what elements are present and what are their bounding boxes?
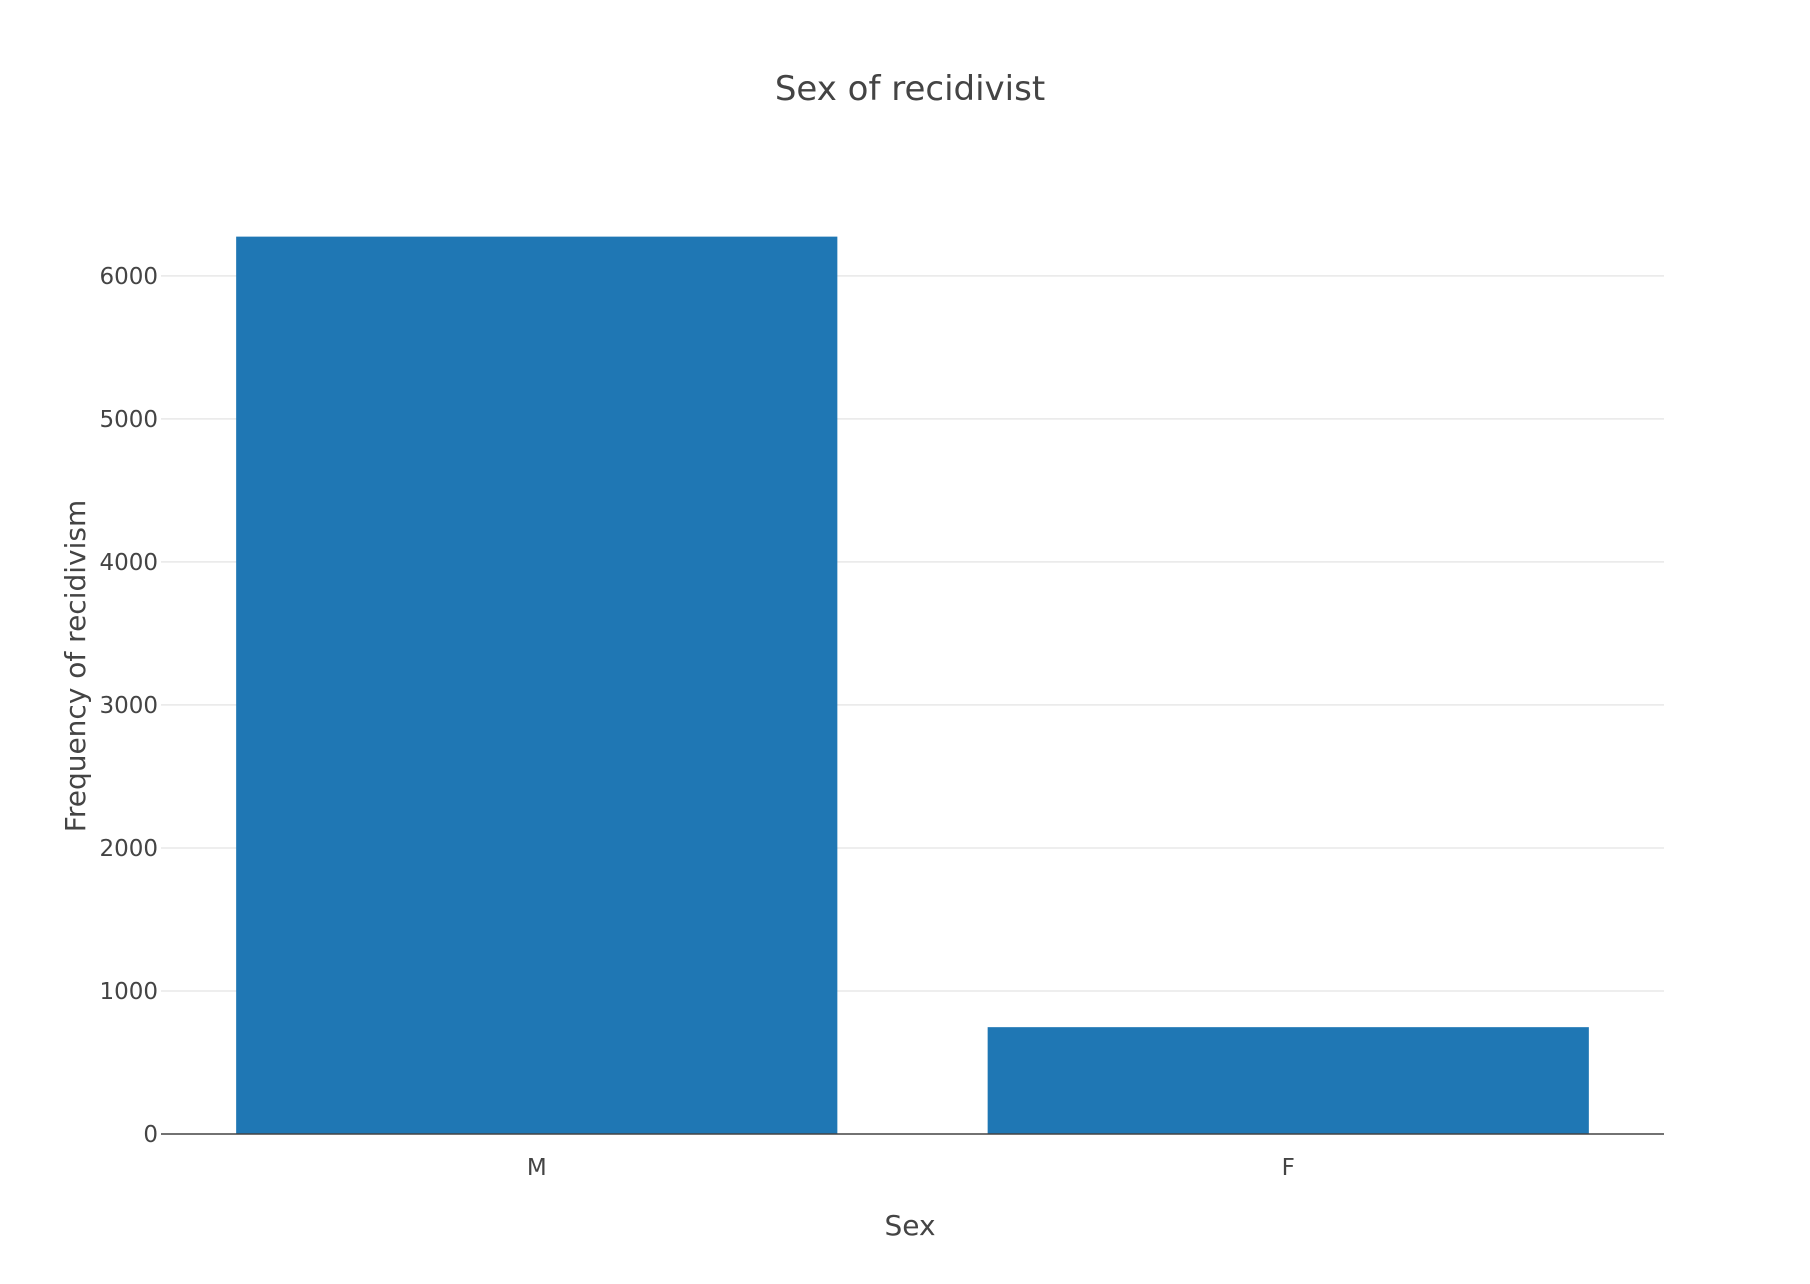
y-axis-title: Frequency of recidivism — [59, 500, 92, 833]
y-tick-label: 2000 — [99, 836, 158, 862]
bar-f — [987, 1027, 1589, 1134]
y-tick-label: 0 — [143, 1122, 158, 1148]
y-tick-label: 6000 — [99, 264, 158, 290]
y-tick-label: 5000 — [99, 407, 158, 433]
y-tick-label: 3000 — [99, 693, 158, 719]
x-tick-label: M — [527, 1155, 547, 1181]
bar-m — [236, 236, 838, 1135]
y-tick-label: 1000 — [99, 979, 158, 1005]
y-tick-label: 4000 — [99, 550, 158, 576]
y-tick-labels: 0 1000 2000 3000 4000 5000 6000 — [99, 264, 158, 1148]
chart-title: Sex of recidivist — [775, 69, 1045, 109]
x-axis-title: Sex — [884, 1209, 935, 1242]
bars — [236, 236, 1589, 1135]
x-tick-label: F — [1282, 1155, 1295, 1181]
